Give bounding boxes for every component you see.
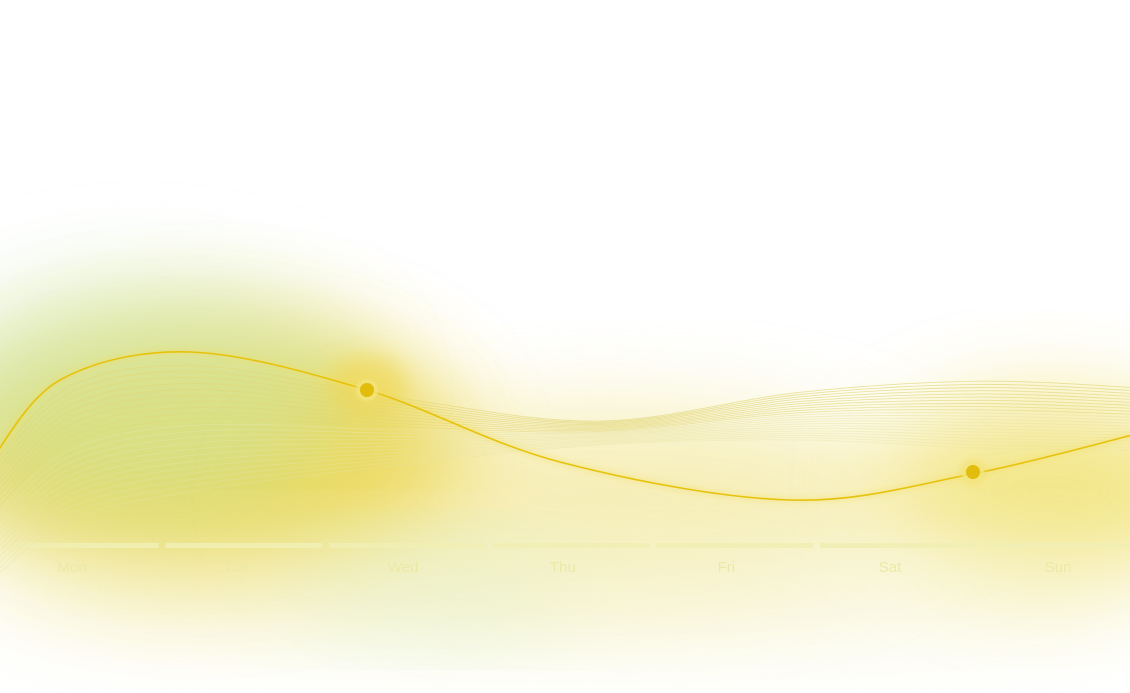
ribbon-line	[0, 371, 1130, 462]
axis-segment	[492, 543, 650, 548]
axis-segment	[165, 543, 323, 548]
x-tick-label: Wed	[388, 559, 419, 576]
ribbon-line	[0, 412, 1130, 513]
ribbon-line	[0, 409, 1130, 507]
glow-bottom	[0, 540, 1130, 640]
x-tick-label: Tue	[223, 559, 248, 576]
ribbon-line	[0, 415, 1130, 518]
ribbon-line	[0, 427, 1130, 546]
axis-segment	[329, 543, 486, 548]
wave-ribbon	[0, 365, 1130, 574]
axis-segment	[2, 543, 159, 548]
axis-segment	[656, 543, 813, 548]
ribbon-line	[0, 432, 1130, 557]
ribbon-line	[0, 389, 1130, 479]
ribbon-line	[0, 406, 1130, 502]
main-line	[0, 351, 1130, 501]
ribbon-line	[0, 403, 1130, 496]
axis-segment	[820, 543, 977, 548]
background-glow	[0, 280, 1130, 640]
axis-segment	[983, 543, 1130, 548]
ribbon-line	[0, 395, 1130, 485]
ribbon-line	[0, 399, 1130, 490]
ribbon-line	[0, 425, 1130, 541]
data-point[interactable]	[360, 383, 374, 397]
ribbon-line	[0, 420, 1130, 529]
x-tick-label: Fri	[718, 559, 736, 576]
ribbon-line	[0, 435, 1130, 563]
x-tick-label: Mon	[57, 559, 86, 576]
x-tick-label: Sat	[879, 559, 902, 576]
x-tick-label: Thu	[550, 559, 576, 576]
ribbon-line	[0, 422, 1130, 535]
highlight-points	[354, 377, 986, 485]
ribbon-line	[0, 417, 1130, 524]
ribbon-line	[0, 365, 1130, 457]
ribbon-line	[0, 430, 1130, 552]
x-tick-label: Sun	[1045, 559, 1072, 576]
glow-green-left	[0, 280, 360, 520]
main-series-line	[0, 348, 1130, 504]
ribbon-line	[0, 377, 1130, 468]
x-axis: Mon Tue Wed Thu Fri Sat Sun	[2, 543, 1130, 576]
ribbon-line	[0, 383, 1130, 474]
data-point[interactable]	[966, 465, 980, 479]
glow-right	[880, 400, 1130, 580]
